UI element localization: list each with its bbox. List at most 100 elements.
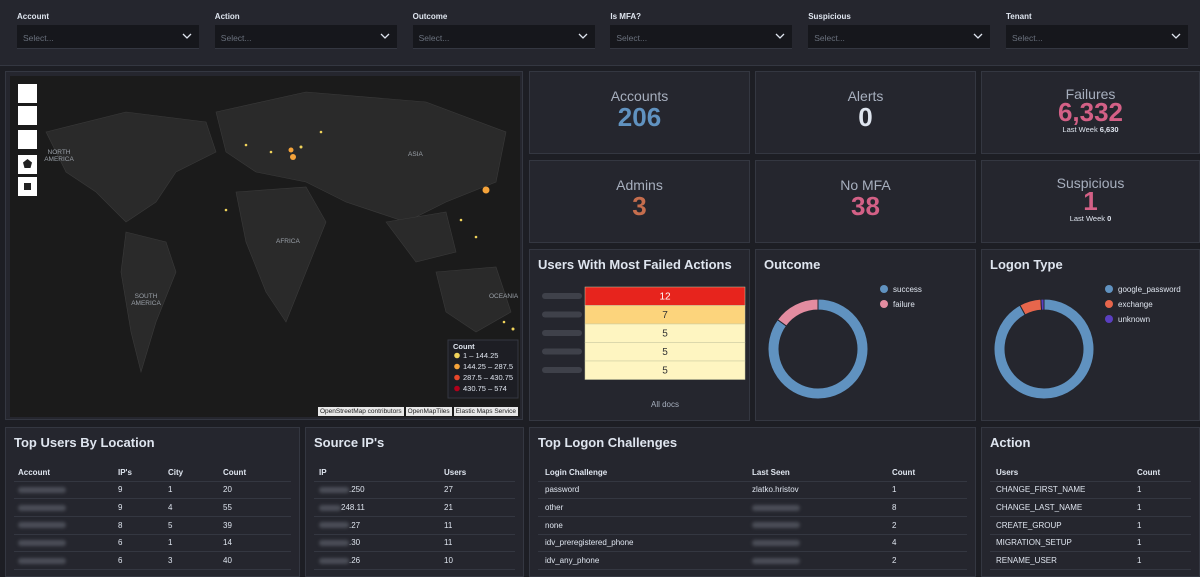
filter-select[interactable]: Select... bbox=[610, 25, 793, 49]
filter-select[interactable]: Select... bbox=[17, 25, 199, 49]
zoom-out[interactable] bbox=[18, 106, 37, 125]
cell-text: 1 bbox=[168, 485, 173, 494]
legend-swatch bbox=[880, 300, 888, 308]
row-divider bbox=[990, 551, 1191, 553]
blurred-label bbox=[542, 293, 582, 299]
table-cell: 20 bbox=[223, 485, 232, 494]
filter-select[interactable]: Select... bbox=[1006, 25, 1188, 49]
panel-title: Users With Most Failed Actions bbox=[538, 257, 732, 272]
legend-title: Count bbox=[453, 342, 475, 351]
map-point bbox=[299, 145, 303, 149]
blurred-label bbox=[542, 348, 582, 355]
filter-select[interactable]: Select... bbox=[808, 25, 991, 49]
region-label: SOUTH AMERICA bbox=[131, 293, 161, 307]
legend-label: google_password bbox=[1118, 285, 1181, 294]
map-point bbox=[482, 186, 490, 194]
table-cell bbox=[752, 521, 800, 530]
table-cell: 6 bbox=[118, 556, 122, 565]
cell-text: 21 bbox=[444, 502, 453, 512]
filter-select[interactable]: Select... bbox=[214, 25, 397, 49]
column-header: Count bbox=[223, 468, 247, 477]
table-cell bbox=[18, 485, 66, 494]
cell-text: 1 bbox=[892, 485, 897, 494]
chevron-icon bbox=[1171, 33, 1181, 39]
cell-text: 9 bbox=[118, 485, 123, 494]
filter-label: Suspicious bbox=[808, 12, 851, 21]
cell-text: 3 bbox=[168, 556, 173, 566]
table-cell: password bbox=[545, 485, 579, 494]
metric-tile: No MFA 38 bbox=[755, 160, 976, 243]
heat-cell bbox=[584, 360, 746, 380]
legend-swatch bbox=[1105, 300, 1113, 308]
redacted-text bbox=[752, 504, 800, 511]
redacted-text bbox=[752, 540, 800, 547]
table-cell: 9 bbox=[118, 485, 122, 494]
cell-text: 2 bbox=[892, 556, 897, 566]
table-cell: 1 bbox=[1137, 485, 1141, 494]
column-header: Users bbox=[444, 468, 467, 477]
logon-type-panel: Logon Type google_password exchange unknow… bbox=[981, 249, 1200, 421]
table-cell: 11 bbox=[444, 538, 452, 547]
redacted-text bbox=[752, 522, 800, 529]
donut-slice bbox=[993, 298, 1095, 400]
table-cell: 8 bbox=[892, 503, 896, 512]
cell-text: MIGRATION_SETUP bbox=[996, 538, 1072, 548]
metric-tile: Alerts 0 bbox=[755, 71, 976, 154]
row-divider bbox=[14, 515, 291, 517]
legend-label: 1 – 144.25 bbox=[463, 351, 498, 360]
row-divider bbox=[990, 533, 1191, 535]
metric-value: 0 bbox=[858, 102, 873, 132]
table-cell: 1 bbox=[1137, 556, 1141, 565]
fit-bounds[interactable] bbox=[18, 130, 37, 149]
region-label: NORTH AMERICA bbox=[44, 149, 74, 163]
column-header: Count bbox=[892, 468, 916, 477]
redacted-text bbox=[319, 522, 349, 529]
metric-tile: Suspicious 1 Last Week 0 bbox=[981, 160, 1200, 243]
map-point bbox=[224, 208, 228, 212]
redacted-text bbox=[18, 522, 66, 529]
table-cell: .26 bbox=[319, 556, 360, 565]
filter-placeholder: Select... bbox=[814, 33, 845, 43]
heat-value: 5 bbox=[662, 347, 668, 358]
chevron bbox=[1171, 33, 1181, 39]
row-divider bbox=[14, 569, 291, 571]
row-divider bbox=[990, 515, 1191, 517]
row-divider bbox=[14, 498, 291, 499]
cell-text: 40 bbox=[223, 556, 232, 566]
failed-actions-panel: Users With Most Failed Actions 12 7 5 5 5 All… bbox=[529, 249, 750, 421]
table-cell: 6 bbox=[118, 538, 122, 547]
map-legend bbox=[447, 339, 519, 399]
cell-text: idv_any_phone bbox=[545, 556, 600, 566]
heatmap: 12 7 5 5 5 All docs bbox=[542, 286, 746, 409]
zoom-in[interactable] bbox=[18, 84, 37, 103]
metric-tile: Admins 3 bbox=[529, 160, 750, 243]
cell-text: 11 bbox=[444, 538, 453, 548]
table-cell: CHANGE_FIRST_NAME bbox=[996, 485, 1085, 494]
donut-chart: google_password exchange unknown bbox=[993, 285, 1181, 400]
map-point bbox=[511, 327, 515, 331]
cell-text: 39 bbox=[223, 520, 232, 530]
table-cell bbox=[18, 503, 66, 512]
metric-note: Last Week 6,630 bbox=[982, 125, 1199, 134]
legend-label: 144.25 – 287.5 bbox=[463, 362, 513, 371]
column-header: IP's bbox=[118, 468, 132, 477]
metric-tile: Failures 6,332 Last Week 6,630 bbox=[981, 71, 1200, 154]
cell-text: 6 bbox=[118, 538, 123, 548]
table-cell: .250 bbox=[319, 485, 365, 494]
filter-label: Outcome bbox=[412, 12, 448, 21]
filter-select[interactable]: Select... bbox=[412, 25, 595, 49]
polygon-icon bbox=[23, 159, 32, 168]
cell-text: RENAME_USER bbox=[996, 556, 1057, 566]
redacted-text bbox=[319, 504, 341, 511]
row-divider bbox=[314, 515, 515, 517]
chevron bbox=[380, 33, 390, 39]
row-divider bbox=[314, 481, 515, 482]
blurred-label bbox=[542, 311, 582, 318]
table-cell: MIGRATION_SETUP bbox=[996, 538, 1072, 547]
table-cell: 1 bbox=[1137, 521, 1141, 530]
table-cell: 11 bbox=[444, 521, 452, 530]
filter-bar: Account Select... Action Select... Outcome Se… bbox=[0, 0, 1200, 66]
metric-label: Alerts bbox=[847, 88, 884, 104]
